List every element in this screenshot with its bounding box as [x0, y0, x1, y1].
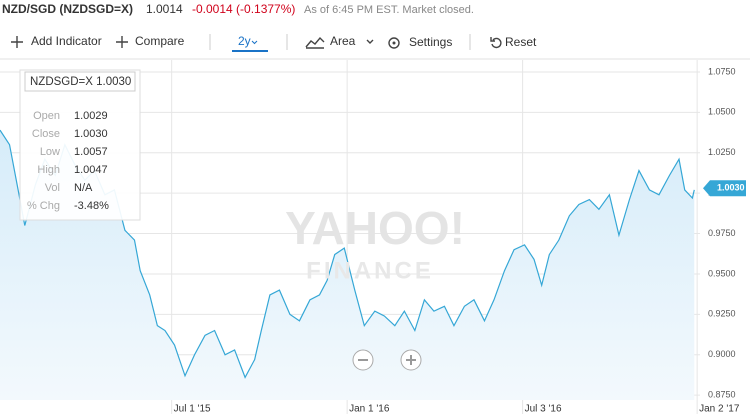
chevron [251, 40, 258, 45]
watermark: YAHOO! [285, 202, 465, 254]
add-icon [116, 36, 128, 48]
y-tick-label: 0.9000 [708, 349, 736, 359]
x-tick-label: Jul 1 '15 [174, 404, 211, 415]
tooltip-value: 1.0030 [74, 128, 108, 140]
change: -0.0014 (-0.1377%) [192, 2, 295, 16]
tooltip-value: -3.48% [74, 200, 109, 212]
tooltip-key: % Chg [27, 200, 60, 212]
y-tick-label: 0.9750 [708, 228, 736, 238]
tooltip-key: High [37, 164, 60, 176]
range[interactable]: 2y [238, 34, 251, 48]
zoom-controls [352, 349, 422, 371]
tooltip-key: Close [32, 128, 60, 140]
tooltip-value: N/A [74, 182, 93, 194]
add-icon [11, 36, 23, 48]
tooltip-value: 1.0029 [74, 110, 108, 122]
tooltip-key: Low [40, 146, 60, 158]
y-tick-label: 1.0750 [708, 66, 736, 76]
tooltip-value: 1.0047 [74, 164, 108, 176]
add-indicator[interactable]: Add Indicator [31, 34, 102, 48]
compare[interactable]: Compare [135, 34, 185, 48]
area [0, 130, 695, 400]
current-badge [703, 180, 746, 197]
y-tick-label: 1.0500 [708, 107, 736, 117]
tooltip-box [19, 69, 141, 221]
status: As of 6:45 PM EST. Market closed. [304, 4, 474, 16]
x-tick-label: Jul 3 '16 [525, 404, 562, 415]
plus [406, 355, 416, 365]
price: 1.0014 [146, 2, 183, 16]
settings-icon-dot [392, 41, 396, 45]
tooltip-title: NZDSGD=X 1.0030 [30, 76, 131, 88]
chevron [366, 39, 374, 44]
settings[interactable]: Settings [409, 35, 452, 49]
symbol: NZD/SGD (NZDSGD=X) [2, 2, 133, 16]
tooltip-key: Vol [45, 182, 60, 194]
current-label: 1.0030 [717, 183, 745, 193]
y-tick-label: 0.9250 [708, 309, 736, 319]
watermark: FINANCE [306, 257, 434, 284]
reset[interactable]: Reset [505, 35, 537, 49]
toolbar: Add Indicator Compare 2y Area Settings R… [11, 34, 537, 52]
tooltip-key: Open [33, 110, 60, 122]
tooltip-value: 1.0057 [74, 146, 108, 158]
tooltip: NZDSGD=X 1.0030 Open 1.0029 Close 1.0030 Low… [19, 69, 141, 221]
chart-style[interactable]: Area [330, 34, 356, 48]
area-icon [305, 36, 325, 49]
y-tick-label: 1.0250 [708, 147, 736, 157]
settings-icon [388, 37, 400, 49]
x-tick-label: Jan 1 '16 [349, 404, 390, 415]
reset-icon [490, 37, 502, 49]
y-tick-label: 0.8750 [708, 390, 736, 400]
tooltip-title-box [24, 71, 136, 92]
y-tick-label: 0.9500 [708, 268, 736, 278]
x-tick-label: Jan 2 '17 [699, 404, 740, 415]
